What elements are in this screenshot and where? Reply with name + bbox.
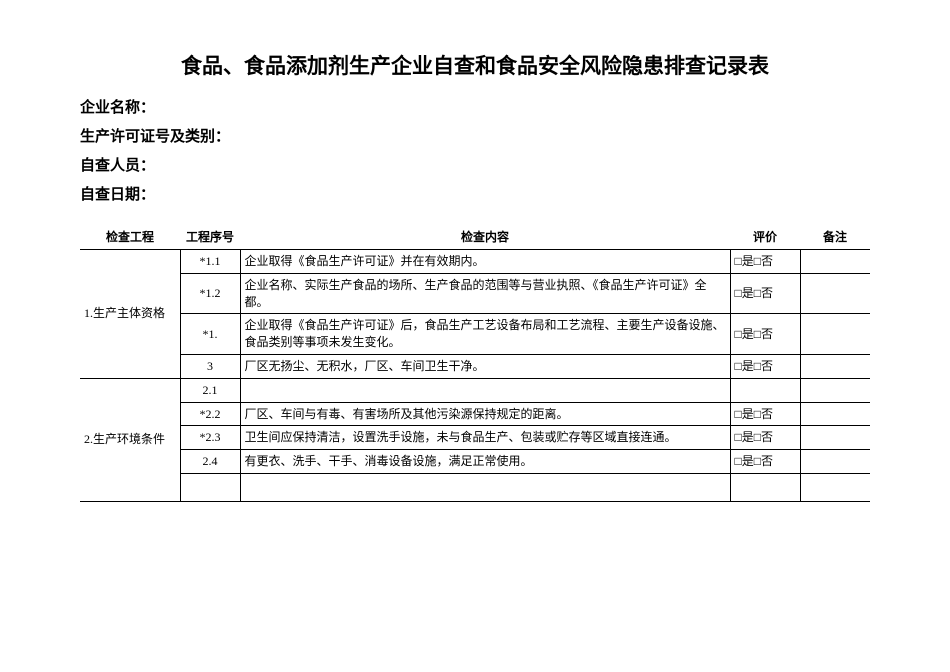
license-label: 生产许可证号及类别：: [80, 125, 870, 146]
cell-content: 企业名称、实际生产食品的场所、生产食品的范围等与营业执照、《食品生产许可证》全都…: [240, 273, 730, 314]
cell-eval: □是□否: [730, 273, 800, 314]
inspector-label: 自查人员：: [80, 154, 870, 175]
header-remark: 备注: [800, 224, 870, 250]
table-row: 2.生产环境条件 2.1: [80, 378, 870, 402]
cell-category: 2.生产环境条件: [80, 378, 180, 501]
date-label: 自查日期：: [80, 183, 870, 204]
cell-eval: [730, 473, 800, 501]
table-row: 2.4 有更衣、洗手、干手、消毒设备设施，满足正常使用。 □是□否: [80, 450, 870, 474]
table-row: 1.生产主体资格 *1.1 企业取得《食品生产许可证》并在有效期内。 □是□否: [80, 250, 870, 274]
cell-content: 企业取得《食品生产许可证》后，食品生产工艺设备布局和工艺流程、主要生产设备设施、…: [240, 314, 730, 355]
cell-eval: □是□否: [730, 354, 800, 378]
cell-seq: 2.4: [180, 450, 240, 474]
table-header-row: 检查工程 工程序号 检查内容 评价 备注: [80, 224, 870, 250]
cell-content: 厂区无扬尘、无积水，厂区、车间卫生干净。: [240, 354, 730, 378]
header-fields: 企业名称： 生产许可证号及类别： 自查人员： 自查日期：: [80, 96, 870, 204]
cell-content: 卫生间应保持清洁，设置洗手设施，未与食品生产、包装或贮存等区域直接连通。: [240, 426, 730, 450]
cell-seq: *1.2: [180, 273, 240, 314]
table-row: *1. 企业取得《食品生产许可证》后，食品生产工艺设备布局和工艺流程、主要生产设…: [80, 314, 870, 355]
table-row: [80, 473, 870, 501]
company-name-label: 企业名称：: [80, 96, 870, 117]
cell-remark: [800, 250, 870, 274]
header-eval: 评价: [730, 224, 800, 250]
page-title: 食品、食品添加剂生产企业自查和食品安全风险隐患排查记录表: [80, 50, 870, 80]
cell-seq: *1.: [180, 314, 240, 355]
cell-eval: □是□否: [730, 450, 800, 474]
cell-remark: [800, 426, 870, 450]
cell-remark: [800, 402, 870, 426]
inspection-table: 检查工程 工程序号 检查内容 评价 备注 1.生产主体资格 *1.1 企业取得《…: [80, 224, 870, 502]
header-content: 检查内容: [240, 224, 730, 250]
cell-remark: [800, 273, 870, 314]
cell-seq: *2.3: [180, 426, 240, 450]
table-row: *2.3 卫生间应保持清洁，设置洗手设施，未与食品生产、包装或贮存等区域直接连通…: [80, 426, 870, 450]
cell-remark: [800, 314, 870, 355]
cell-eval: □是□否: [730, 402, 800, 426]
cell-seq: 3: [180, 354, 240, 378]
cell-seq: 2.1: [180, 378, 240, 402]
cell-remark: [800, 450, 870, 474]
cell-remark: [800, 378, 870, 402]
cell-content: 有更衣、洗手、干手、消毒设备设施，满足正常使用。: [240, 450, 730, 474]
header-category: 检查工程: [80, 224, 180, 250]
cell-eval: □是□否: [730, 314, 800, 355]
cell-remark: [800, 473, 870, 501]
cell-remark: [800, 354, 870, 378]
table-row: *2.2 厂区、车间与有毒、有害场所及其他污染源保持规定的距离。 □是□否: [80, 402, 870, 426]
cell-seq: *2.2: [180, 402, 240, 426]
table-row: 3 厂区无扬尘、无积水，厂区、车间卫生干净。 □是□否: [80, 354, 870, 378]
cell-content: [240, 473, 730, 501]
cell-content: 企业取得《食品生产许可证》并在有效期内。: [240, 250, 730, 274]
cell-seq: [180, 473, 240, 501]
table-row: *1.2 企业名称、实际生产食品的场所、生产食品的范围等与营业执照、《食品生产许…: [80, 273, 870, 314]
cell-seq: *1.1: [180, 250, 240, 274]
header-seqno: 工程序号: [180, 224, 240, 250]
cell-eval: [730, 378, 800, 402]
cell-content: [240, 378, 730, 402]
cell-category: 1.生产主体资格: [80, 250, 180, 379]
cell-eval: □是□否: [730, 426, 800, 450]
cell-content: 厂区、车间与有毒、有害场所及其他污染源保持规定的距离。: [240, 402, 730, 426]
cell-eval: □是□否: [730, 250, 800, 274]
